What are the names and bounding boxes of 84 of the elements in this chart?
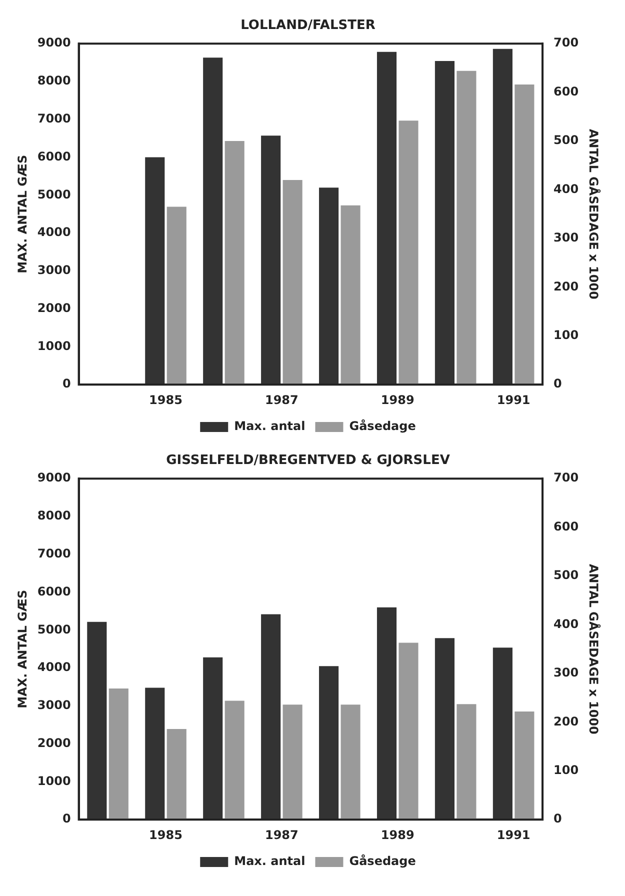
y2-tick-label: 200 [554,714,579,728]
legend-label: Max. antal [234,419,306,434]
y-tick-label: 2000 [37,300,71,315]
bar [203,657,223,820]
y2-tick-label: 0 [554,376,562,391]
bar [261,136,281,385]
bar [340,704,360,820]
y-tick-label: 2000 [37,736,71,750]
x-tick-label: 1985 [149,828,182,842]
y2-axis-title: ANTAL GÅSEDAGE x 1000 [586,564,602,734]
y2-tick-label: 0 [554,812,562,826]
bar [319,666,339,820]
y-tick-label: 3000 [37,698,71,712]
y-tick-label: 8000 [37,508,71,523]
y-tick-label: 4000 [37,660,71,674]
bar [203,58,223,385]
bar [166,206,186,385]
legend-label: Gåsedage [349,854,416,868]
y2-axis-title: ANTAL GÅSEDAGE x 1000 [586,128,602,300]
y-tick-label: 5000 [37,187,71,202]
y2-tick-label: 500 [554,133,579,148]
bar [261,614,281,820]
bar [376,52,397,385]
y-tick-label: 6000 [37,584,71,598]
bar [492,648,512,820]
bar [340,205,360,385]
bar [434,638,455,820]
chart-title: LOLLAND/FALSTER [240,18,376,34]
bar [224,700,244,820]
y2-tick-label: 700 [554,36,579,50]
bar [514,84,534,385]
x-tick-label: 1985 [149,392,182,407]
x-tick-label: 1991 [496,828,530,842]
y-tick-label: 7000 [37,112,71,126]
y2-tick-label: 400 [554,616,579,631]
x-tick-label: 1989 [380,828,414,842]
y-tick-label: 8000 [37,74,71,88]
y-tick-label: 3000 [37,263,71,278]
bar [319,188,339,385]
x-tick-label: 1987 [264,828,298,842]
bar [456,70,476,385]
bar [514,711,534,820]
y-tick-label: 1000 [37,338,71,353]
y-tick-label: 0 [62,376,71,391]
y2-tick-label: 200 [554,279,579,294]
bar [224,141,244,385]
bar [282,704,302,820]
bar [145,157,165,385]
bar [282,180,302,385]
chart-title: GISSELFELD/BREGENTVED & GJORSLEV [166,453,450,468]
y-tick-label: 0 [62,812,71,826]
bar [434,61,455,385]
y-tick-label: 4000 [37,225,71,240]
y2-tick-label: 400 [554,182,579,196]
y2-tick-label: 700 [554,470,579,485]
bar [108,688,128,820]
y2-tick-label: 100 [554,328,579,342]
y-tick-label: 6000 [37,149,71,164]
bar [145,688,165,820]
bar [492,48,512,385]
bar [87,622,107,820]
y-tick-label: 7000 [37,546,71,561]
y-tick-label: 9000 [37,36,71,50]
y2-tick-label: 500 [554,568,579,582]
y2-tick-label: 100 [554,763,579,778]
y2-tick-label: 600 [554,84,579,98]
x-tick-label: 1989 [380,392,414,407]
bar [376,607,397,820]
bar [398,642,418,820]
bar [166,728,186,820]
y-tick-label: 5000 [37,622,71,636]
y2-tick-label: 600 [554,519,579,534]
y2-tick-label: 300 [554,666,579,680]
bar [398,120,418,385]
legend-label: Max. antal [234,854,306,868]
y-axis-title: MAX. ANTAL GÆS [15,590,30,708]
legend-label: Gåsedage [349,419,416,434]
y-tick-label: 9000 [37,470,71,485]
x-tick-label: 1991 [496,392,530,407]
y-tick-label: 1000 [37,774,71,788]
bar [456,704,476,820]
y-axis-title: MAX. ANTAL GÆS [15,154,30,274]
y2-tick-label: 300 [554,230,579,245]
x-tick-label: 1987 [264,392,298,407]
